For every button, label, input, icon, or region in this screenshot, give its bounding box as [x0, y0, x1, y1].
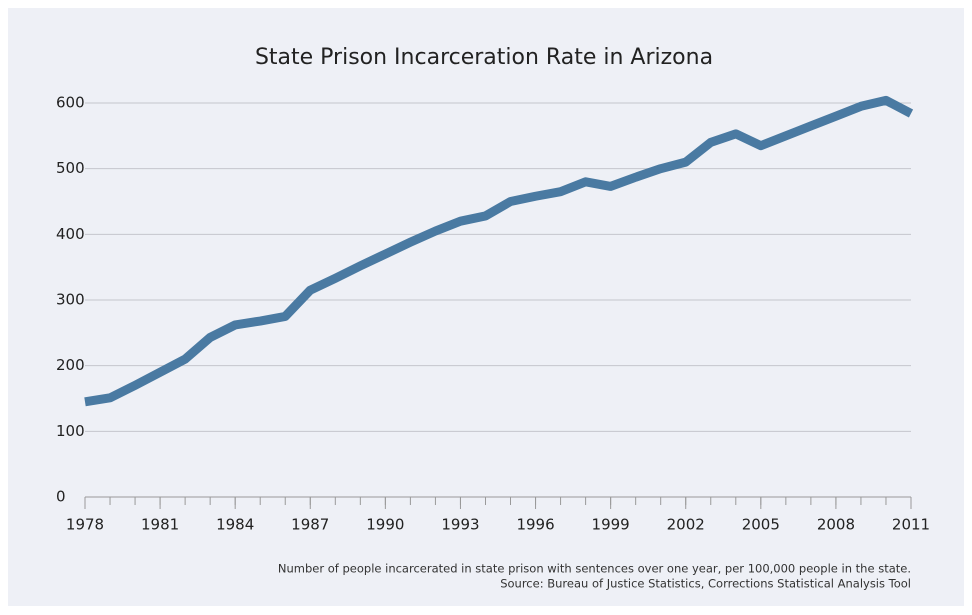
x-tick-label: 1987: [291, 516, 329, 534]
x-tick-label: 1984: [216, 516, 254, 534]
x-tick-label: 2011: [892, 516, 930, 534]
x-tick-label: 1993: [441, 516, 479, 534]
x-tick-label: 1978: [66, 516, 104, 534]
x-tick-label: 2005: [742, 516, 780, 534]
data-line: [84, 95, 914, 407]
x-tick-label: 1990: [366, 516, 404, 534]
y-tick-label: 600: [56, 94, 85, 112]
x-tick-label: 1996: [516, 516, 554, 534]
chart-title: State Prison Incarceration Rate in Arizo…: [255, 45, 713, 70]
chart-background: [8, 8, 964, 606]
y-tick-label: 300: [56, 291, 85, 309]
y-tick-label: 500: [56, 159, 85, 177]
x-tick-label: 1999: [592, 516, 630, 534]
y-tick-label: 0: [56, 488, 66, 506]
y-tick-label: 400: [56, 225, 85, 243]
note: Number of people incarcerated in state p…: [278, 562, 911, 576]
y-tick-label: 200: [56, 356, 85, 374]
x-tick-label: 2002: [667, 516, 705, 534]
x-tick-label: 1981: [141, 516, 179, 534]
y-tick-label: 100: [56, 422, 85, 440]
source: Source: Bureau of Justice Statistics, Co…: [500, 577, 911, 591]
x-tick-label: 2008: [817, 516, 855, 534]
